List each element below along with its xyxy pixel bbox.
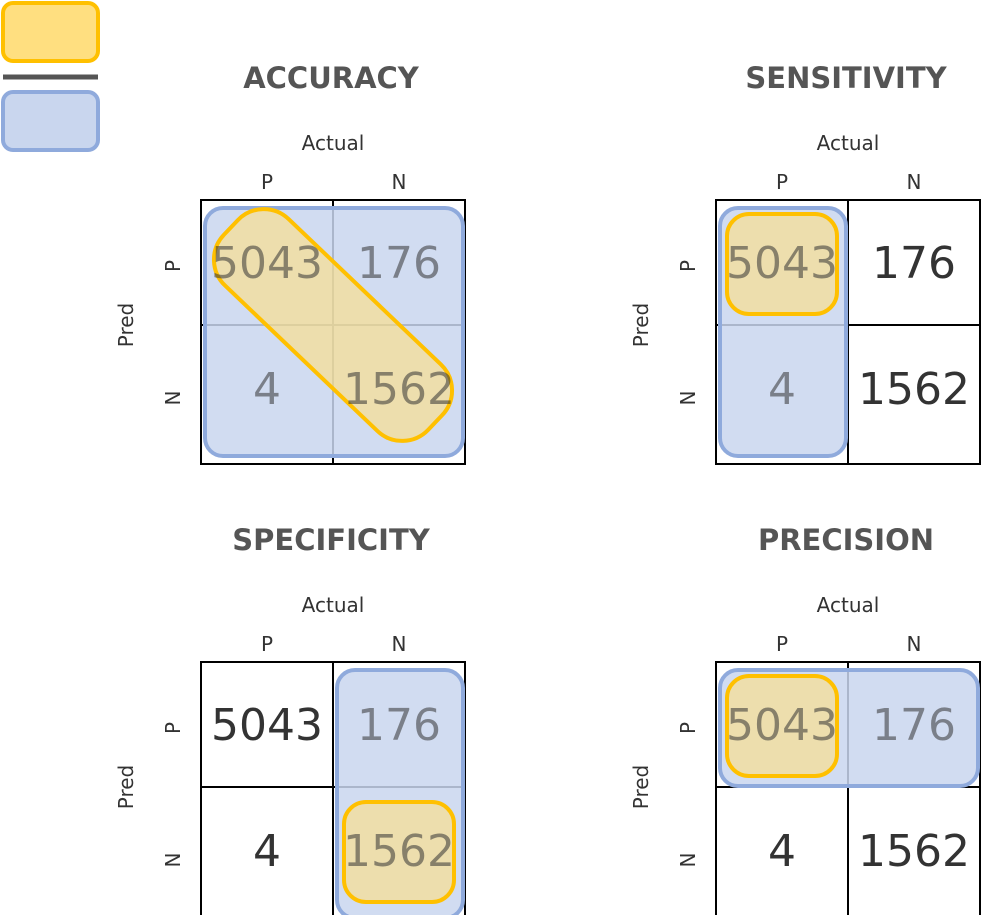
col-label-p: P: [776, 170, 788, 194]
legend-numerator-swatch: [1, 1, 100, 63]
cell-value-tp: 5043: [211, 700, 323, 751]
col-label-n: N: [907, 632, 922, 656]
panel-accuracy: ACCURACY Actual P N Pred P N 5043 176 4 1562: [114, 61, 466, 465]
cell-value-tp: 5043: [726, 700, 838, 751]
numerator-highlight: [342, 800, 456, 904]
panel-title: SPECIFICITY: [232, 523, 430, 557]
row-label-p: P: [676, 722, 700, 734]
cell-value-tp: 5043: [211, 238, 323, 289]
actual-axis-label: Actual: [817, 593, 880, 617]
col-label-p: P: [261, 632, 273, 656]
col-label-n: N: [392, 632, 407, 656]
row-label-n: N: [676, 391, 700, 406]
legend-denominator-swatch: [1, 90, 100, 152]
cell-value-tp: 5043: [726, 238, 838, 289]
cell-value-fn: 4: [253, 826, 281, 877]
panel-specificity: SPECIFICITY Actual P N Pred P N 5043 176 4 1562: [114, 523, 466, 915]
panel-sensitivity: SENSITIVITY Actual P N Pred P N 5043 176 4 1562: [629, 61, 981, 465]
panel-title: SENSITIVITY: [745, 61, 947, 95]
actual-axis-label: Actual: [302, 131, 365, 155]
panel-title: PRECISION: [758, 523, 934, 557]
actual-axis-label: Actual: [817, 131, 880, 155]
actual-axis-label: Actual: [302, 593, 365, 617]
pred-axis-label: Pred: [114, 303, 138, 348]
numerator-highlight: [725, 212, 839, 316]
row-label-p: P: [676, 260, 700, 272]
pred-axis-label: Pred: [114, 765, 138, 810]
cell-value-fn: 4: [253, 364, 281, 415]
col-label-n: N: [907, 170, 922, 194]
row-label-p: P: [161, 260, 185, 272]
cell-value-tn: 1562: [343, 364, 455, 415]
col-label-p: P: [261, 170, 273, 194]
cell-value-tn: 1562: [858, 826, 970, 877]
panel-precision: PRECISION Actual P N Pred P N 5043 176 4 1562: [629, 523, 981, 915]
pred-axis-label: Pred: [629, 765, 653, 810]
cell-value-fp: 176: [872, 238, 956, 289]
row-label-n: N: [676, 853, 700, 868]
numerator-highlight: [211, 207, 455, 443]
cell-value-tn: 1562: [343, 826, 455, 877]
cell-value-tn: 1562: [858, 364, 970, 415]
col-label-n: N: [392, 170, 407, 194]
row-label-p: P: [161, 722, 185, 734]
cell-value-fp: 176: [357, 238, 441, 289]
numerator-highlight: [725, 674, 839, 778]
cell-value-fn: 4: [768, 364, 796, 415]
row-label-n: N: [161, 853, 185, 868]
pred-axis-label: Pred: [629, 303, 653, 348]
row-label-n: N: [161, 391, 185, 406]
cell-value-fn: 4: [768, 826, 796, 877]
panel-title: ACCURACY: [243, 61, 420, 95]
col-label-p: P: [776, 632, 788, 656]
cell-value-fp: 176: [872, 700, 956, 751]
cell-value-fp: 176: [357, 700, 441, 751]
legend: [1, 1, 100, 152]
